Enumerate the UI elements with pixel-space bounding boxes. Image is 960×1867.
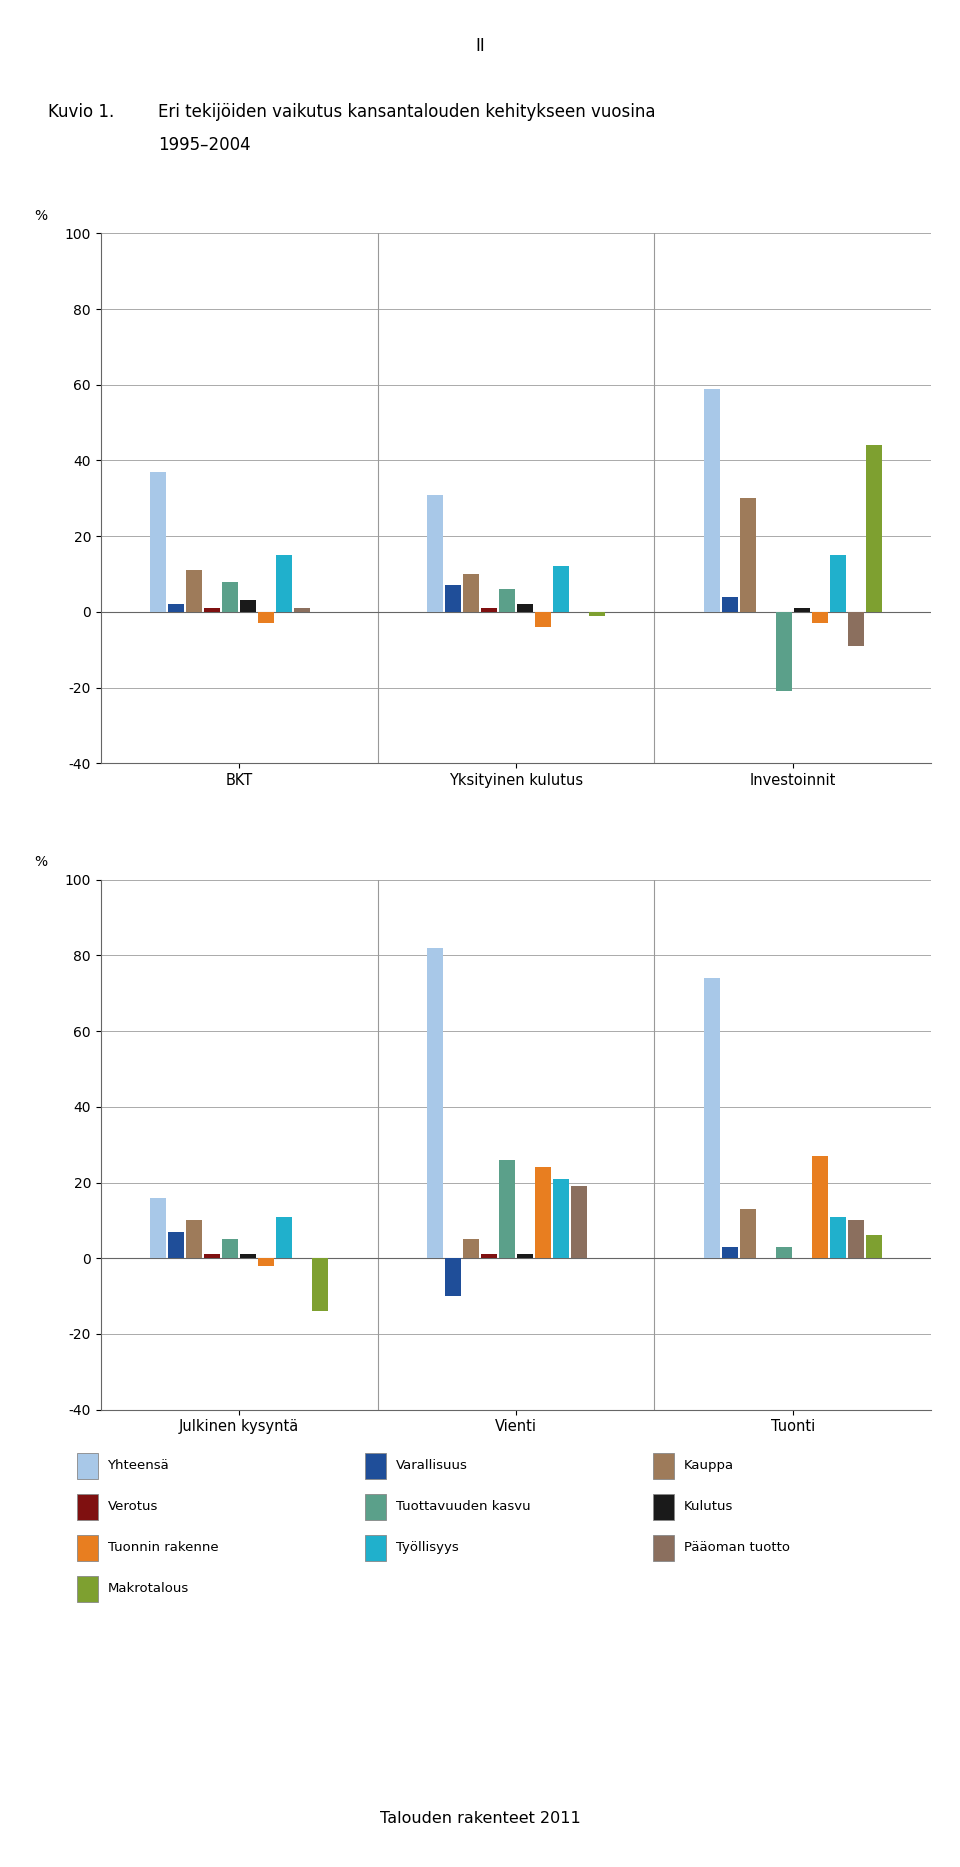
Bar	[571, 1186, 588, 1258]
Bar	[794, 609, 810, 612]
Bar	[222, 581, 238, 612]
Text: 1995–2004: 1995–2004	[158, 136, 251, 155]
Bar	[463, 1240, 479, 1258]
Text: II: II	[475, 37, 485, 56]
Text: Työllisyys: Työllisyys	[396, 1542, 458, 1553]
Text: Kulutus: Kulutus	[684, 1501, 732, 1512]
Bar	[463, 573, 479, 612]
Bar	[240, 601, 256, 612]
Text: Kuvio 1.: Kuvio 1.	[48, 103, 114, 121]
Text: Talouden rakenteet 2011: Talouden rakenteet 2011	[379, 1811, 581, 1826]
Bar	[866, 446, 882, 612]
Bar	[829, 1217, 846, 1258]
Bar	[704, 978, 720, 1258]
Text: Yhteensä: Yhteensä	[108, 1460, 169, 1471]
Bar	[150, 472, 166, 612]
Bar	[186, 1221, 203, 1258]
Bar	[444, 1258, 461, 1296]
Bar	[168, 1232, 184, 1258]
Bar	[276, 554, 292, 612]
Bar	[150, 1197, 166, 1258]
Bar	[866, 1236, 882, 1258]
Bar	[812, 1156, 828, 1258]
Bar	[535, 612, 551, 627]
Bar	[481, 1255, 497, 1258]
Bar	[312, 1258, 328, 1311]
Bar	[704, 388, 720, 612]
Bar	[535, 1167, 551, 1258]
Bar	[722, 597, 738, 612]
Text: Makrotalous: Makrotalous	[108, 1583, 189, 1594]
Bar	[499, 590, 516, 612]
Bar	[588, 612, 605, 616]
Bar	[740, 1210, 756, 1258]
Bar	[240, 1255, 256, 1258]
Bar	[427, 948, 444, 1258]
Bar	[829, 554, 846, 612]
Bar	[553, 1178, 569, 1258]
Text: Eri tekijöiden vaikutus kansantalouden kehitykseen vuosina: Eri tekijöiden vaikutus kansantalouden k…	[158, 103, 656, 121]
Text: Tuottavuuden kasvu: Tuottavuuden kasvu	[396, 1501, 530, 1512]
Text: Verotus: Verotus	[108, 1501, 157, 1512]
Bar	[481, 609, 497, 612]
Bar	[848, 612, 864, 646]
Bar	[222, 1240, 238, 1258]
Bar	[812, 612, 828, 624]
Bar	[848, 1221, 864, 1258]
Bar	[722, 1247, 738, 1258]
Text: Varallisuus: Varallisuus	[396, 1460, 468, 1471]
Bar	[516, 1255, 533, 1258]
Bar	[427, 495, 444, 612]
Bar	[258, 1258, 275, 1266]
Text: Pääoman tuotto: Pääoman tuotto	[684, 1542, 789, 1553]
Bar	[276, 1217, 292, 1258]
Bar	[776, 1247, 792, 1258]
Text: Kauppa: Kauppa	[684, 1460, 733, 1471]
Bar	[258, 612, 275, 624]
Bar	[204, 609, 220, 612]
Text: %: %	[35, 855, 47, 870]
Text: %: %	[35, 209, 47, 222]
Bar	[740, 498, 756, 612]
Bar	[553, 566, 569, 612]
Bar	[499, 1159, 516, 1258]
Text: Tuonnin rakenne: Tuonnin rakenne	[108, 1542, 218, 1553]
Bar	[294, 609, 310, 612]
Bar	[168, 605, 184, 612]
Bar	[444, 586, 461, 612]
Bar	[776, 612, 792, 691]
Bar	[516, 605, 533, 612]
Bar	[186, 569, 203, 612]
Bar	[204, 1255, 220, 1258]
